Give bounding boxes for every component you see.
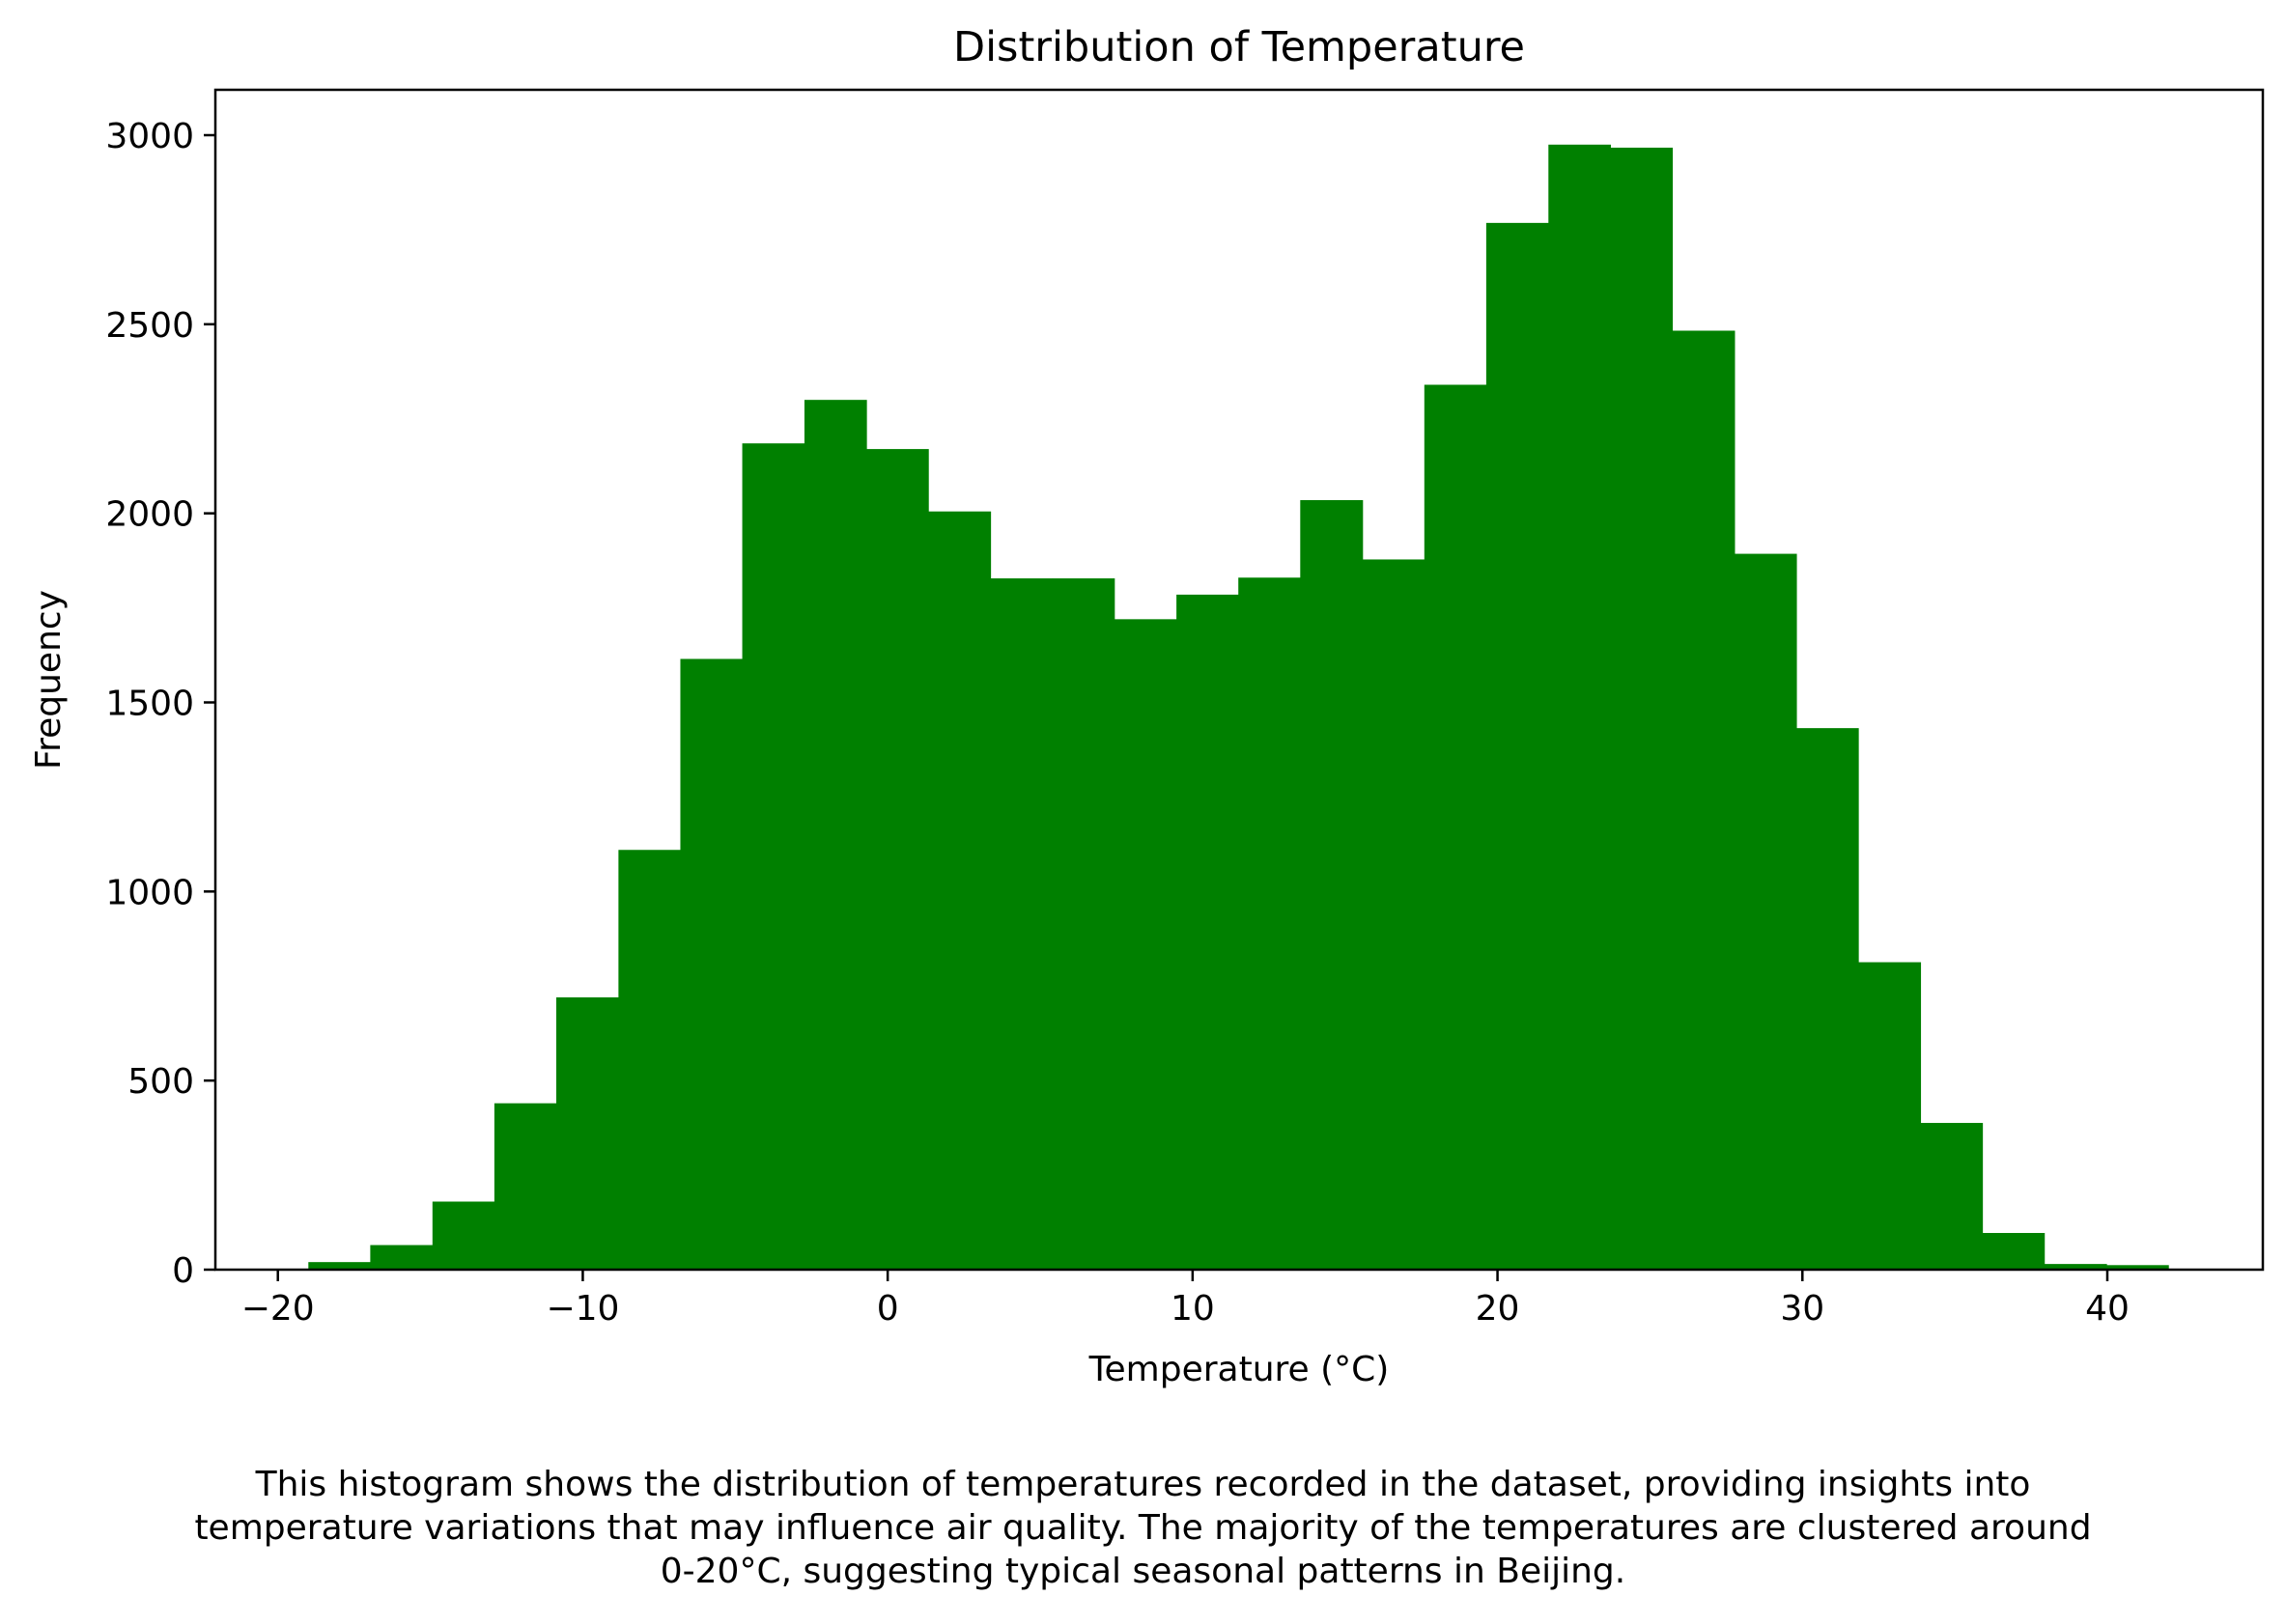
histogram-bar [494, 1103, 557, 1270]
histogram-bar [1362, 559, 1425, 1270]
x-axis: −20 −10 0 10 20 30 40 [241, 1270, 2130, 1329]
y-tick-label: 1000 [105, 873, 194, 912]
histogram-bar [1734, 553, 1797, 1270]
y-tick-label: 2000 [105, 495, 194, 535]
y-tick-label: 3000 [105, 117, 194, 156]
histogram-bar [1920, 1123, 1984, 1270]
histogram-bar [555, 997, 619, 1270]
histogram-bar [432, 1201, 495, 1270]
histogram-bar [1052, 578, 1115, 1270]
histogram-bar [1795, 728, 1859, 1270]
caption-line: 0-20°C, suggesting typical seasonal patt… [660, 1552, 1626, 1591]
histogram-bar [680, 658, 744, 1270]
histogram-bar [1424, 384, 1487, 1270]
histogram-bar [370, 1245, 434, 1270]
x-tick-label: 20 [1476, 1289, 1520, 1329]
histogram-bar [1238, 577, 1301, 1270]
plot-frame [213, 88, 2265, 1272]
histogram-bar [928, 511, 992, 1270]
x-tick-label: −20 [241, 1289, 315, 1329]
histogram-bar [2106, 1265, 2169, 1270]
caption-line: temperature variations that may influenc… [194, 1508, 2092, 1548]
y-tick-label: 1500 [105, 685, 194, 724]
x-tick-label: 10 [1171, 1289, 1215, 1329]
histogram-bar [308, 1262, 371, 1270]
x-tick-label: 0 [877, 1289, 899, 1329]
y-axis: 0 500 1000 1500 2000 2500 3000 [105, 117, 215, 1291]
histogram-bar [742, 443, 805, 1270]
histogram-bar [1672, 330, 1736, 1270]
histogram-bar [618, 850, 682, 1270]
histogram-bar [2044, 1264, 2107, 1270]
histogram-bar [1858, 962, 1922, 1270]
histogram-bar [1300, 499, 1364, 1270]
x-axis-label: Temperature (°C) [1088, 1350, 1390, 1389]
x-tick-label: −10 [546, 1289, 619, 1329]
y-tick-label: 2500 [105, 306, 194, 346]
x-tick-label: 30 [1780, 1289, 1824, 1329]
histogram-bar [804, 400, 867, 1271]
histogram-bar [1548, 144, 1611, 1271]
histogram-bar [866, 449, 929, 1270]
y-axis-label: Frequency [29, 590, 69, 770]
x-tick-label: 40 [2085, 1289, 2130, 1329]
chart-title: Distribution of Temperature [953, 23, 1525, 71]
histogram-bar [1114, 619, 1177, 1270]
histogram-bar [1176, 594, 1239, 1270]
histogram-bar [1982, 1233, 2046, 1270]
caption: This histogram shows the distribution of… [0, 1463, 2286, 1593]
histogram-bar [1485, 222, 1549, 1270]
histogram-bar [1610, 147, 1674, 1270]
y-tick-label: 500 [127, 1062, 194, 1102]
y-tick-label: 0 [172, 1251, 194, 1291]
caption-line: This histogram shows the distribution of… [255, 1465, 2031, 1504]
bars-group [308, 144, 2169, 1271]
histogram-bar [990, 578, 1054, 1270]
